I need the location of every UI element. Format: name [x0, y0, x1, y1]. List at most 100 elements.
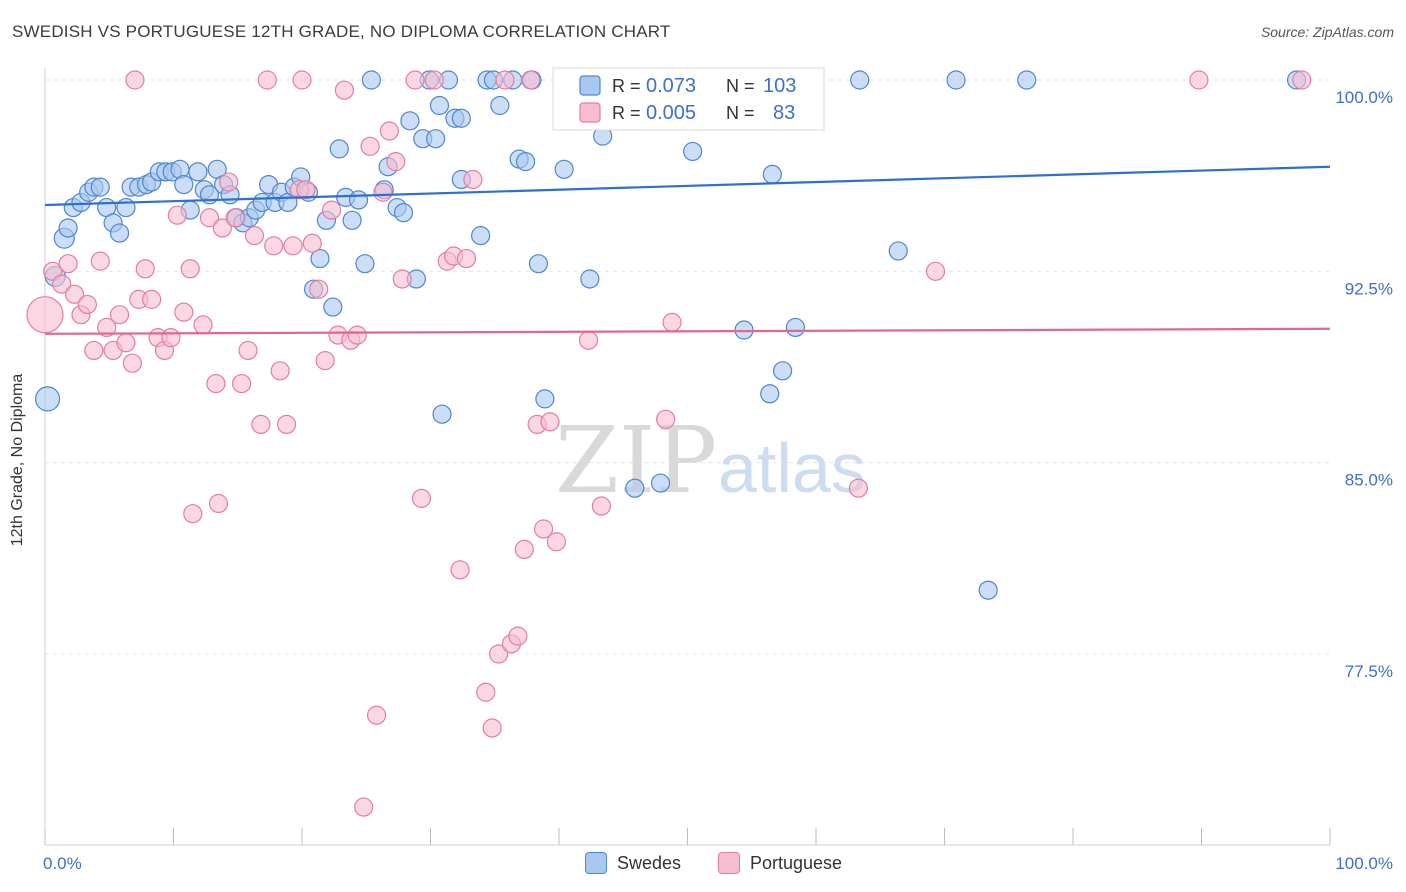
gridlines [45, 79, 1330, 655]
portuguese-point-37 [283, 236, 303, 256]
legend-swatch-portuguese [579, 102, 601, 123]
legend-bottom: Swedes Portuguese [0, 850, 1406, 880]
legend-label-swedes: Swedes [617, 852, 682, 873]
portuguese-point-74 [546, 532, 567, 552]
portuguese-point-85 [183, 504, 203, 524]
portuguese-point-86 [208, 493, 229, 514]
legend-n-value-portuguese: 83 [773, 102, 795, 124]
swedes-point-41 [310, 248, 330, 269]
portuguese-point-13 [122, 353, 142, 373]
legend-swatch-swedes-bottom [585, 852, 607, 874]
swedes-point-23 [188, 162, 208, 182]
portuguese-point-7 [84, 340, 104, 361]
swedes-point-0 [34, 386, 61, 412]
portuguese-point-30 [238, 340, 258, 361]
portuguese-point-52 [379, 121, 399, 141]
portuguese-point-25 [206, 373, 226, 394]
portuguese-point-79 [848, 478, 869, 498]
trendline-portuguese [44, 327, 1331, 335]
legend-n-value-swedes: 103 [763, 75, 796, 97]
portuguese-point-70 [521, 70, 541, 90]
swedes-point-3 [58, 218, 78, 238]
y-axis-label: 12th Grade, No Diploma [9, 373, 26, 547]
portuguese-point-84 [125, 70, 145, 90]
portuguese-point-36 [276, 414, 297, 434]
portuguese-point-32 [251, 414, 271, 434]
watermark-atlas: atlas [718, 429, 866, 507]
portuguese-point-3 [58, 254, 78, 274]
swedes-point-11 [109, 223, 130, 243]
portuguese-point-65 [489, 644, 509, 664]
portuguese-point-75 [578, 330, 599, 350]
portuguese-point-66 [495, 70, 515, 90]
portuguese-point-72 [533, 519, 554, 539]
portuguese-point-4 [64, 284, 85, 304]
portuguese-point-82 [1292, 70, 1312, 90]
legend-label-portuguese: Portuguese [750, 852, 843, 873]
portuguese-point-42 [315, 351, 335, 371]
portuguese-point-54 [392, 269, 412, 289]
portuguese-point-11 [109, 305, 130, 325]
portuguese-point-40 [302, 233, 322, 253]
portuguese-point-49 [360, 136, 380, 156]
portuguese-point-50 [366, 705, 387, 725]
swedes-point-47 [342, 210, 362, 230]
portuguese-point-80 [925, 261, 946, 281]
swedes-point-98 [978, 580, 998, 600]
swedes-point-50 [361, 70, 381, 90]
portuguese-point-27 [219, 172, 239, 192]
series-portuguese [26, 70, 1312, 817]
axes [44, 68, 1331, 846]
swedes-point-104 [650, 473, 671, 493]
portuguese-point-12 [116, 333, 136, 353]
y-tick-labels: 100.0% 92.5% 85.0% 77.5% [1335, 88, 1393, 681]
legend-r-label-swedes: R = [612, 76, 641, 96]
portuguese-point-2 [52, 274, 72, 294]
portuguese-point-68 [508, 626, 528, 646]
legend-item-portuguese[interactable]: Portuguese [718, 852, 842, 874]
portuguese-point-24 [199, 208, 220, 228]
portuguese-point-69 [514, 539, 534, 560]
swedes-point-92 [762, 164, 782, 184]
portuguese-point-23 [193, 315, 213, 335]
portuguese-point-35 [270, 361, 290, 381]
swedes-point-74 [554, 159, 574, 179]
portuguese-point-15 [135, 259, 155, 279]
swedes-point-45 [329, 139, 349, 159]
swedes-point-90 [760, 384, 780, 404]
swedes-point-43 [323, 297, 343, 317]
swedes-point-59 [429, 95, 450, 116]
y-tick-label-1: 92.5% [1345, 279, 1393, 298]
portuguese-point-6 [77, 294, 98, 315]
portuguese-point-77 [656, 409, 676, 429]
legend-box: R = 0.073 N = 103 R = 0.005 N = 83 [552, 67, 825, 131]
swedes-point-58 [426, 129, 446, 149]
trendline-swedes [44, 165, 1331, 207]
portuguese-point-55 [405, 70, 425, 90]
portuguese-point-8 [90, 251, 110, 271]
portuguese-point-81 [1189, 70, 1209, 90]
portuguese-point-39 [296, 180, 316, 200]
portuguese-point-19 [161, 328, 181, 348]
x-tick-label-0: 0.0% [43, 854, 82, 873]
swedes-point-21 [174, 174, 194, 195]
portuguese-point-48 [354, 797, 374, 817]
swedes-point-99 [1017, 70, 1037, 90]
swedes-point-91 [772, 361, 793, 381]
swedes-point-8 [90, 177, 110, 197]
swedes-point-76 [580, 269, 600, 289]
portuguese-point-45 [334, 80, 355, 100]
portuguese-point-29 [232, 373, 252, 394]
legend-r-value-portuguese: 0.005 [646, 102, 696, 124]
portuguese-point-34 [264, 236, 284, 256]
portuguese-point-56 [411, 488, 432, 508]
portuguese-point-57 [424, 70, 444, 90]
swedes-point-48 [348, 190, 369, 210]
portuguese-point-47 [347, 325, 367, 345]
portuguese-point-9 [97, 317, 117, 338]
portuguese-point-43 [321, 200, 342, 220]
portuguese-point-53 [386, 152, 406, 172]
portuguese-point-62 [463, 169, 483, 190]
legend-item-swedes[interactable]: Swedes [585, 852, 681, 874]
